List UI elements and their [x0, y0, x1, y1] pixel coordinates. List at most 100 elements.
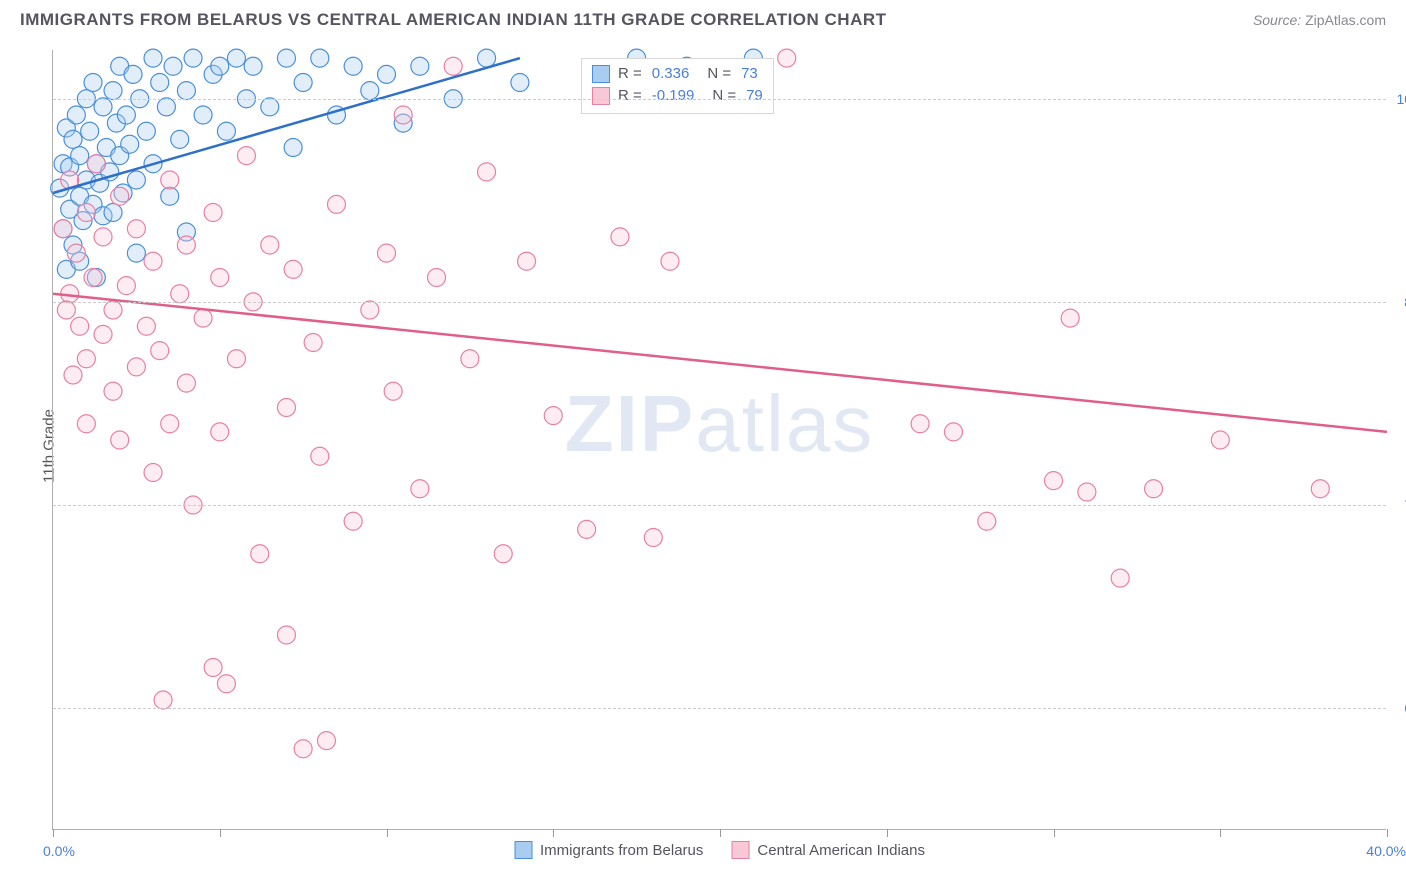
scatter-plot-svg: [53, 50, 1386, 829]
x-tick: [1220, 829, 1221, 837]
data-point: [171, 285, 189, 303]
data-point: [378, 65, 396, 83]
data-point: [944, 423, 962, 441]
data-point: [661, 252, 679, 270]
data-point: [411, 480, 429, 498]
regression-line: [53, 294, 1387, 432]
data-point: [127, 220, 145, 238]
x-tick: [220, 829, 221, 837]
legend-stats-row-0: R = 0.336 N = 73: [592, 63, 763, 85]
x-tick: [720, 829, 721, 837]
data-point: [284, 139, 302, 157]
data-point: [161, 187, 179, 205]
data-point: [361, 82, 379, 100]
data-point: [1078, 483, 1096, 501]
data-point: [578, 520, 596, 538]
x-tick: [387, 829, 388, 837]
data-point: [344, 512, 362, 530]
data-point: [294, 740, 312, 758]
data-point: [394, 106, 412, 124]
data-point: [494, 545, 512, 563]
data-point: [171, 130, 189, 148]
data-point: [361, 301, 379, 319]
data-point: [94, 228, 112, 246]
source-attribution: Source: ZipAtlas.com: [1253, 12, 1386, 28]
data-point: [317, 732, 335, 750]
data-point: [121, 135, 139, 153]
legend-stats: R = 0.336 N = 73 R = -0.199 N = 79: [581, 58, 774, 114]
data-point: [1145, 480, 1163, 498]
data-point: [64, 130, 82, 148]
data-point: [127, 358, 145, 376]
data-point: [227, 350, 245, 368]
data-point: [177, 374, 195, 392]
x-tick: [887, 829, 888, 837]
data-point: [94, 325, 112, 343]
data-point: [104, 382, 122, 400]
data-point: [137, 317, 155, 335]
data-point: [137, 122, 155, 140]
data-point: [104, 82, 122, 100]
data-point: [204, 659, 222, 677]
data-point: [311, 447, 329, 465]
data-point: [1211, 431, 1229, 449]
data-point: [71, 317, 89, 335]
y-tick-label: 87.5%: [1390, 294, 1406, 310]
data-point: [217, 675, 235, 693]
data-point: [277, 626, 295, 644]
data-point: [304, 334, 322, 352]
data-point: [124, 65, 142, 83]
data-point: [164, 57, 182, 75]
data-point: [294, 74, 312, 92]
data-point: [251, 545, 269, 563]
data-point: [94, 98, 112, 116]
x-tick: [53, 829, 54, 837]
chart-plot-area: ZIPatlas R = 0.336 N = 73 R = -0.199 N =…: [52, 50, 1386, 830]
y-tick-label: 62.5%: [1390, 700, 1406, 716]
legend-series: Immigrants from Belarus Central American…: [514, 841, 925, 859]
data-point: [284, 260, 302, 278]
data-point: [151, 74, 169, 92]
x-axis-min-label: 0.0%: [43, 843, 75, 859]
data-point: [81, 122, 99, 140]
data-point: [161, 415, 179, 433]
data-point: [227, 49, 245, 67]
data-point: [461, 350, 479, 368]
data-point: [157, 98, 175, 116]
data-point: [1045, 472, 1063, 490]
data-point: [611, 228, 629, 246]
data-point: [57, 301, 75, 319]
data-point: [518, 252, 536, 270]
data-point: [161, 171, 179, 189]
data-point: [54, 220, 72, 238]
data-point: [261, 236, 279, 254]
data-point: [104, 301, 122, 319]
swatch-bottom-0: [514, 841, 532, 859]
data-point: [71, 147, 89, 165]
data-point: [1061, 309, 1079, 327]
data-point: [511, 74, 529, 92]
data-point: [204, 204, 222, 222]
data-point: [544, 407, 562, 425]
data-point: [84, 269, 102, 287]
data-point: [311, 49, 329, 67]
swatch-series-1: [592, 87, 610, 105]
data-point: [117, 106, 135, 124]
data-point: [478, 49, 496, 67]
data-point: [184, 49, 202, 67]
gridline: [53, 302, 1386, 303]
legend-stats-row-1: R = -0.199 N = 79: [592, 85, 763, 107]
legend-item-1: Central American Indians: [731, 841, 925, 859]
data-point: [444, 57, 462, 75]
data-point: [104, 204, 122, 222]
data-point: [64, 366, 82, 384]
data-point: [117, 277, 135, 295]
x-tick: [1054, 829, 1055, 837]
data-point: [411, 57, 429, 75]
data-point: [378, 244, 396, 262]
gridline: [53, 505, 1386, 506]
data-point: [77, 204, 95, 222]
chart-title: IMMIGRANTS FROM BELARUS VS CENTRAL AMERI…: [20, 10, 887, 30]
data-point: [277, 399, 295, 417]
data-point: [327, 195, 345, 213]
